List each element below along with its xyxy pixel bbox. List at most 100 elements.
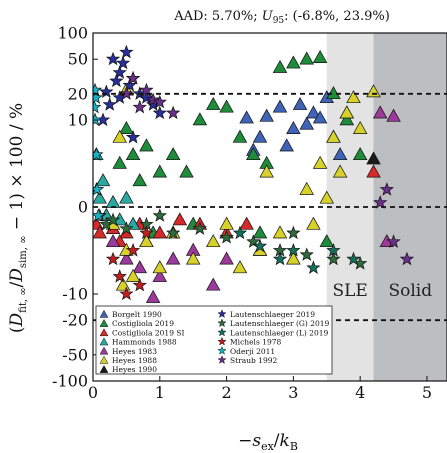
point-michels-1978-5 xyxy=(132,277,147,292)
legend-marker-lautenschlaeger-2019 xyxy=(217,309,227,318)
point-costigliola-2019-4 xyxy=(139,138,154,152)
legend-entry-straub-1992: Straub 1992 xyxy=(217,355,278,365)
legend-entry-heyes-1988: Heyes 1988 xyxy=(99,355,157,365)
point-costigliola-2019-8 xyxy=(192,112,208,126)
point-michels-1978-3 xyxy=(119,286,134,301)
point-heyes-1988-9 xyxy=(232,260,248,274)
legend-entry-lautenschlaeger-2019: Lautenschlaeger 2019 xyxy=(217,309,315,319)
point-heyes-1983-10 xyxy=(372,105,388,119)
legend-label-oderji-2011: Oderji 2011 xyxy=(230,347,275,356)
point-straub-1992-4 xyxy=(166,105,181,120)
x-tick-label-5: 5 xyxy=(422,383,432,402)
point-straub-1992-7 xyxy=(399,251,415,266)
point-heyes-1983-6 xyxy=(205,277,221,291)
point-costigliola-2019-3 xyxy=(132,173,148,187)
point-costigliola-2019-18 xyxy=(326,86,341,100)
point-lautenschlaeger-g-2019-6 xyxy=(166,225,181,240)
y-tick-label-10: 10 xyxy=(68,111,88,130)
legend-marker-lautenschlaeger-l-2019 xyxy=(217,327,227,337)
x-tick-label-3: 3 xyxy=(288,383,298,402)
point-heyes-1983-4 xyxy=(165,251,181,265)
point-costigliola-2019-12 xyxy=(246,147,261,161)
point-oderji-2011-5 xyxy=(93,208,106,222)
point-lautenschlaeger-2019-1 xyxy=(112,65,127,79)
legend-label-michels-1978: Michels 1978 xyxy=(230,338,281,347)
legend-entry-heyes-1990: Heyes 1990 xyxy=(99,364,157,374)
point-costigliola-2019-23 xyxy=(319,234,335,248)
point-costigliola-2019-11 xyxy=(232,129,248,143)
point-lautenschlaeger-g-2019-11 xyxy=(299,247,314,261)
point-costigliola-2019-5 xyxy=(152,164,168,178)
point-borgelt-1990-12 xyxy=(312,110,328,124)
point-heyes-1988-18 xyxy=(352,120,368,134)
legend-marker-costigliola-2019 xyxy=(99,318,109,327)
x-tick-label-1: 1 xyxy=(155,383,165,402)
point-michels-1978-2 xyxy=(139,225,154,240)
legend-label-lautenschlaeger-l-2019: Lautenschlaeger (L) 2019 xyxy=(230,328,328,337)
point-michels-1978-1 xyxy=(125,243,141,257)
point-straub-1992-5 xyxy=(119,86,134,100)
legend-marker-heyes-1990 xyxy=(99,364,109,373)
point-oderji-2011-2 xyxy=(93,147,104,161)
legend-label-costigliola-2019-si: Costigliola 2019 SI xyxy=(112,328,184,337)
point-borgelt-1990-2 xyxy=(272,99,288,113)
point-lautenschlaeger-2019-13 xyxy=(122,77,137,92)
legend-marker-michels-1978 xyxy=(217,336,227,346)
point-borgelt-1990-5 xyxy=(306,105,321,119)
legend-entry-lautenschlaeger-g-2019: Lautenschlaeger (G) 2019 xyxy=(217,318,330,328)
point-lautenschlaeger-2019-2 xyxy=(119,44,134,59)
point-lautenschlaeger-l-2019-6 xyxy=(232,225,248,240)
point-oderji-2011-0 xyxy=(93,99,102,114)
point-borgelt-1990-1 xyxy=(252,129,268,143)
point-heyes-1988-13 xyxy=(299,181,314,195)
point-lautenschlaeger-g-2019-14 xyxy=(152,208,167,222)
point-lautenschlaeger-2019-0 xyxy=(105,51,121,66)
point-heyes-1988-22 xyxy=(112,129,127,143)
point-heyes-1988-24 xyxy=(259,164,274,178)
point-heyes-1988-3 xyxy=(139,234,154,248)
point-costigliola-2019-si-11 xyxy=(366,164,381,178)
point-borgelt-1990-10 xyxy=(279,138,294,152)
point-lautenschlaeger-2019-15 xyxy=(125,129,141,144)
point-heyes-1988-6 xyxy=(185,251,201,265)
point-straub-1992-6 xyxy=(386,234,401,248)
point-lautenschlaeger-l-2019-3 xyxy=(306,260,321,274)
point-heyes-1988-20 xyxy=(319,190,335,204)
point-costigliola-2019-9 xyxy=(205,96,221,110)
point-heyes-1983-11 xyxy=(386,108,401,122)
point-heyes-1988-15 xyxy=(326,129,341,143)
point-heyes-1983-3 xyxy=(152,268,168,282)
point-heyes-1988-12 xyxy=(286,251,301,265)
point-lautenschlaeger-l-2019-4 xyxy=(326,243,341,257)
point-costigliola-2019-17 xyxy=(312,49,328,63)
point-heyes-1983-2 xyxy=(132,260,148,274)
legend-entry-hammonds-1988: Hammonds 1988 xyxy=(99,337,177,347)
point-borgelt-1990-9 xyxy=(259,108,274,122)
legend-label-borgelt-1990: Borgelt 1990 xyxy=(112,310,162,319)
point-costigliola-2019-si-6 xyxy=(152,225,168,239)
point-heyes-1988-21 xyxy=(306,216,321,230)
point-costigliola-2019-20 xyxy=(352,147,368,161)
point-straub-1992-1 xyxy=(139,82,154,97)
legend-entry-costigliola-2019-si: Costigliola 2019 SI xyxy=(99,328,184,337)
legend-marker-lautenschlaeger-g-2019 xyxy=(217,318,227,328)
legend-entry-michels-1978: Michels 1978 xyxy=(217,336,281,347)
point-heyes-1988-16 xyxy=(339,105,355,119)
point-borgelt-1990-4 xyxy=(292,96,308,110)
point-lautenschlaeger-g-2019-4 xyxy=(119,221,134,235)
legend-label-lautenschlaeger-2019: Lautenschlaeger 2019 xyxy=(230,310,315,319)
point-straub-1992-10 xyxy=(132,99,147,114)
point-borgelt-1990-11 xyxy=(299,116,314,130)
series-heyes-1990 xyxy=(366,151,381,165)
region-labels: SLE Solid xyxy=(332,281,432,301)
point-costigliola-2019-si-1 xyxy=(93,225,107,239)
point-borgelt-1990-13 xyxy=(332,147,348,161)
series-straub-1992 xyxy=(119,70,415,266)
point-heyes-1988-7 xyxy=(205,234,221,248)
point-heyes-1988-11 xyxy=(272,225,288,239)
point-borgelt-1990-3 xyxy=(286,120,301,134)
legend-entry-oderji-2011: Oderji 2011 xyxy=(217,345,275,356)
legend-marker-straub-1992 xyxy=(217,355,227,364)
